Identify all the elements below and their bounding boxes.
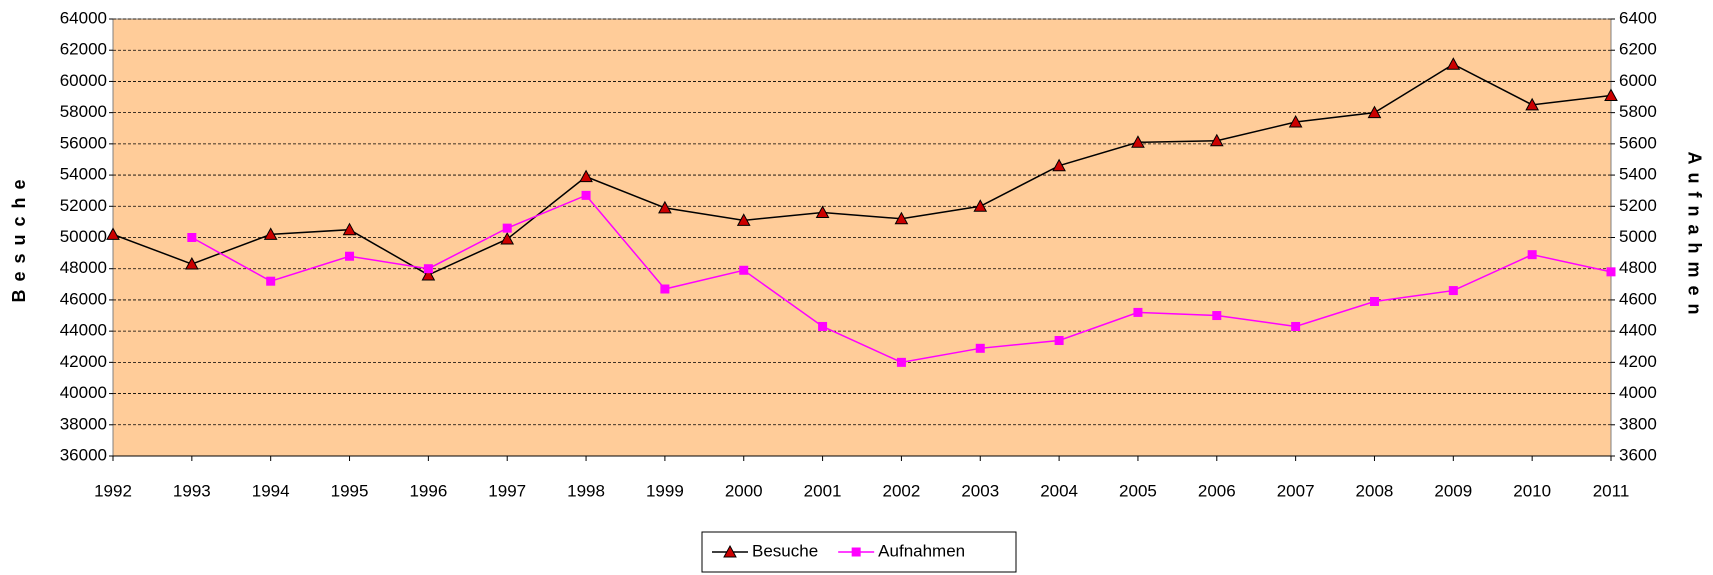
x-tick-label: 2009: [1434, 481, 1472, 500]
marker: [736, 213, 751, 226]
x-tick-label: 1998: [567, 481, 605, 500]
y-tick-label: 44000: [60, 321, 107, 340]
marker: [1131, 135, 1145, 148]
y2-tick-label: 3600: [1619, 445, 1657, 464]
y-tick-label: 36000: [60, 445, 107, 464]
x-tick-label: 1997: [488, 481, 526, 500]
y2-tick-label: 4400: [1619, 321, 1657, 340]
marker: [894, 211, 909, 225]
marker: [723, 544, 737, 558]
marker: [106, 227, 120, 240]
marker: [1448, 286, 1458, 296]
marker: [818, 321, 828, 331]
marker: [345, 251, 355, 261]
y-tick-label: 52000: [60, 196, 107, 215]
y2-axis-label: Aufnahmen: [1684, 152, 1704, 323]
x-tick-label: 2010: [1513, 481, 1551, 500]
x-tick-label: 2007: [1277, 481, 1315, 500]
x-tick-label: 2011: [1593, 481, 1630, 500]
y-tick-label: 40000: [60, 383, 107, 402]
y-tick-label: 54000: [60, 165, 107, 184]
y-tick-label: 56000: [60, 133, 107, 152]
y2-tick-label: 4000: [1619, 383, 1657, 402]
marker: [1052, 158, 1066, 172]
y2-tick-label: 4600: [1619, 289, 1657, 308]
marker: [1209, 133, 1224, 147]
y-axis-label: Besuche: [9, 171, 29, 302]
x-tick-label: 2002: [883, 481, 921, 500]
series-line: [112, 63, 1612, 276]
marker: [1212, 311, 1222, 321]
y2-tick-label: 6000: [1619, 71, 1657, 90]
x-tick-label: 2005: [1119, 481, 1157, 500]
x-tick-label: 2006: [1198, 481, 1236, 500]
marker: [423, 264, 433, 274]
marker: [851, 547, 861, 557]
marker: [1367, 105, 1382, 119]
marker: [500, 232, 515, 245]
x-tick-label: 2000: [725, 481, 763, 500]
y2-tick-label: 5200: [1619, 196, 1657, 215]
marker: [1525, 97, 1540, 111]
y2-tick-label: 5000: [1619, 227, 1657, 246]
marker: [421, 267, 436, 281]
marker: [579, 169, 593, 183]
plot-area: [112, 18, 1612, 457]
marker: [266, 276, 276, 286]
marker: [1369, 296, 1379, 306]
marker: [342, 222, 357, 236]
y-tick-label: 58000: [60, 102, 107, 121]
legend-label: Besuche: [752, 541, 818, 560]
y2-tick-label: 5400: [1619, 165, 1657, 184]
x-tick-label: 1994: [252, 481, 290, 500]
x-tick-label: 1993: [173, 481, 211, 500]
marker: [502, 223, 512, 233]
marker: [581, 190, 591, 200]
y2-tick-label: 5600: [1619, 133, 1657, 152]
y-tick-label: 62000: [60, 40, 107, 59]
y-tick-label: 60000: [60, 71, 107, 90]
x-tick-label: 1992: [94, 481, 132, 500]
y-tick-label: 48000: [60, 258, 107, 277]
marker: [1054, 336, 1064, 346]
y2-tick-label: 3800: [1619, 414, 1657, 433]
y2-tick-label: 4800: [1619, 258, 1657, 277]
marker: [1527, 250, 1537, 260]
marker: [1133, 307, 1143, 317]
y-tick-label: 42000: [60, 352, 107, 371]
marker: [660, 284, 670, 294]
marker: [973, 199, 988, 212]
marker: [739, 265, 749, 275]
marker: [184, 256, 199, 270]
x-tick-label: 1996: [409, 481, 447, 500]
y2-tick-label: 4200: [1619, 352, 1657, 371]
x-tick-label: 2003: [961, 481, 999, 500]
x-tick-label: 2004: [1040, 481, 1078, 500]
marker: [815, 205, 830, 219]
y-tick-label: 46000: [60, 289, 107, 308]
marker: [1606, 267, 1616, 277]
y-tick-label: 64000: [60, 8, 107, 27]
y2-tick-label: 5800: [1619, 102, 1657, 121]
marker: [263, 227, 278, 240]
marker: [896, 357, 906, 367]
y-tick-label: 50000: [60, 227, 107, 246]
legend: Besuche Aufnahmen: [701, 531, 1017, 573]
x-tick-label: 1995: [331, 481, 369, 500]
y2-tick-label: 6400: [1619, 8, 1657, 27]
y-tick-label: 38000: [60, 414, 107, 433]
marker: [975, 343, 985, 353]
marker: [1291, 321, 1301, 331]
x-tick-label: 2008: [1356, 481, 1394, 500]
x-tick-label: 2001: [804, 481, 842, 500]
marker: [1288, 114, 1303, 128]
marker: [1446, 57, 1461, 70]
legend-label: Aufnahmen: [878, 541, 965, 560]
marker: [658, 200, 672, 214]
x-tick-label: 1999: [646, 481, 684, 500]
y2-tick-label: 6200: [1619, 40, 1657, 59]
marker: [1604, 88, 1618, 101]
marker: [187, 233, 197, 242]
